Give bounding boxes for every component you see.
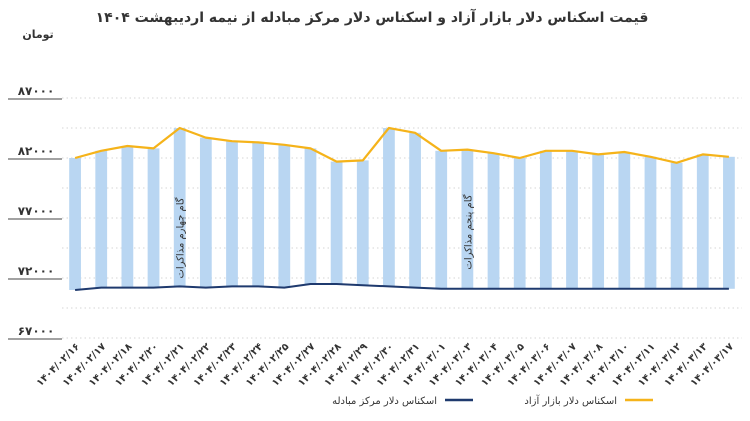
bar xyxy=(566,150,578,289)
bar xyxy=(461,149,474,289)
bar xyxy=(723,156,735,289)
bar xyxy=(199,137,212,288)
y-tick-label: ۸۲۰۰۰ xyxy=(18,144,55,158)
chart-title: قیمت اسکناس دلار بازار آزاد و اسکناس دلا… xyxy=(96,8,649,26)
bar xyxy=(383,128,395,287)
y-tick-label: ۸۷۰۰۰ xyxy=(18,84,55,98)
line-series xyxy=(74,126,730,291)
annotation-label: گام پنجم مذاکرات xyxy=(462,194,474,269)
bar xyxy=(147,148,160,288)
bar xyxy=(513,158,526,289)
bar xyxy=(69,158,81,290)
legend-label: اسکناس دلار مرکز مبادله xyxy=(332,396,437,407)
bar xyxy=(435,150,448,289)
bar xyxy=(356,160,369,286)
bar xyxy=(330,161,343,284)
bar xyxy=(304,148,317,284)
legend: اسکناس دلار بازار آزاد اسکناس دلار مرکز م… xyxy=(332,394,653,407)
bar xyxy=(670,162,683,289)
bar xyxy=(696,154,709,289)
bar xyxy=(278,144,291,288)
bar xyxy=(121,146,134,288)
y-unit-label: تومان xyxy=(22,28,53,41)
y-tick-label: ۷۷۰۰۰ xyxy=(18,204,55,218)
annotation-label: گام چهارم مذاکرات xyxy=(175,197,187,278)
legend-label: اسکناس دلار بازار آزاد xyxy=(524,394,617,407)
y-tick-label: ۷۲۰۰۰ xyxy=(18,264,55,278)
bar xyxy=(252,142,265,287)
y-axis-ticks: ۶۷۰۰۰ ۷۲۰۰۰ ۷۷۰۰۰ ۸۲۰۰۰ ۸۷۰۰۰ xyxy=(8,84,62,340)
bar xyxy=(539,150,552,289)
bar xyxy=(173,128,186,287)
grid-lines xyxy=(62,97,742,339)
line-exchange-center xyxy=(75,283,729,291)
bar-series xyxy=(69,128,735,290)
bar xyxy=(409,132,421,288)
bar xyxy=(226,141,238,287)
annotations: گام چهارم مذاکرات گام پنجم مذاکرات xyxy=(175,194,475,278)
bar xyxy=(618,152,631,289)
y-tick-label: ۶۷۰۰۰ xyxy=(18,324,55,338)
bar xyxy=(95,150,108,288)
bar xyxy=(592,154,605,289)
bar xyxy=(644,156,657,289)
bar xyxy=(487,153,500,289)
line-free-market xyxy=(74,126,730,164)
x-axis-labels: ۱۴۰۴/۰۲/۱۶۱۴۰۴/۰۲/۱۷۱۴۰۴/۰۲/۱۸۱۴۰۴/۰۲/۲۰… xyxy=(35,341,736,388)
